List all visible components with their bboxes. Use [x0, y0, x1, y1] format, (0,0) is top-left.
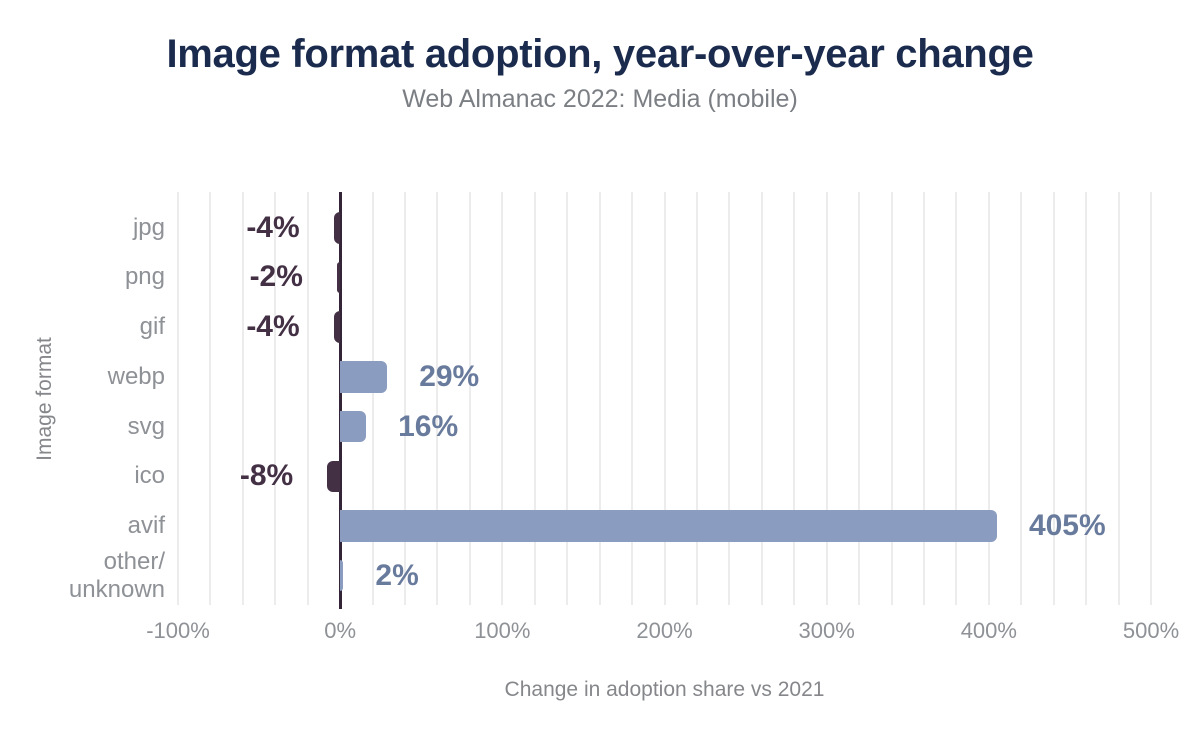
- gridline: [793, 192, 796, 605]
- gridline: [1052, 192, 1055, 605]
- bar-svg: [340, 410, 367, 443]
- gridline: [1150, 192, 1152, 605]
- gridline: [728, 192, 731, 605]
- zero-baseline: [338, 192, 342, 609]
- gridline: [987, 192, 990, 605]
- x-tick-label: 400%: [960, 618, 1017, 643]
- gridline: [241, 192, 244, 605]
- gridline: [177, 192, 179, 605]
- gridline: [436, 192, 439, 605]
- bar-avif: [340, 510, 997, 542]
- gridline: [306, 192, 309, 605]
- gridline: [274, 192, 277, 605]
- gridline: [1020, 192, 1023, 605]
- x-tick-label: -100%: [146, 618, 210, 643]
- chart-title: Image format adoption, year-over-year ch…: [166, 32, 1034, 76]
- gridline: [533, 192, 536, 605]
- gridline: [404, 192, 407, 605]
- plot-area: [177, 192, 1152, 609]
- gridline: [468, 192, 471, 605]
- category-label: other/ unknown: [68, 547, 165, 603]
- gridline: [760, 192, 763, 605]
- gridline: [1085, 192, 1088, 605]
- category-label: jpg: [132, 213, 165, 241]
- bar-other-unknown: [340, 559, 344, 592]
- x-tick-label: 0%: [324, 618, 357, 643]
- gridline: [890, 192, 893, 605]
- gridline: [695, 192, 698, 605]
- gridline: [1117, 192, 1120, 605]
- bar-webp: [340, 361, 388, 393]
- gridline: [825, 192, 828, 605]
- category-label: webp: [107, 362, 165, 390]
- bar-jpg: [333, 212, 341, 244]
- x-tick-label: 300%: [798, 618, 855, 643]
- gridline: [858, 192, 861, 605]
- x-axis-title: Change in adoption share vs 2021: [504, 678, 825, 701]
- bar-value-label: 29%: [419, 359, 480, 393]
- bar-value-label: -4%: [246, 310, 300, 344]
- category-label: avif: [127, 512, 165, 539]
- y-axis-title: Image format: [33, 336, 56, 461]
- gridline: [631, 192, 634, 605]
- bar-value-label: -8%: [239, 459, 294, 493]
- bar-value-label: -2%: [249, 260, 303, 294]
- category-label: ico: [134, 462, 165, 490]
- gridline: [501, 192, 504, 605]
- category-label: svg: [127, 412, 165, 440]
- gridline: [663, 192, 666, 605]
- category-label: png: [124, 263, 165, 291]
- x-tick-label: 100%: [474, 618, 531, 643]
- bar-value-label: 2%: [375, 558, 419, 592]
- gridline: [598, 192, 601, 605]
- bar-ico: [327, 460, 341, 493]
- gridline: [922, 192, 925, 605]
- gridline: [209, 192, 212, 605]
- bar-value-label: 405%: [1028, 509, 1106, 542]
- bar-png: [336, 261, 341, 294]
- bar-gif: [333, 311, 341, 343]
- gridline: [955, 192, 958, 605]
- gridline: [566, 192, 569, 605]
- x-tick-label: 500%: [1122, 618, 1180, 643]
- chart-subtitle: Web Almanac 2022: Media (mobile): [402, 85, 798, 113]
- category-label: gif: [139, 313, 165, 341]
- bar-value-label: 16%: [398, 409, 459, 443]
- gridline: [371, 192, 374, 605]
- x-tick-label: 200%: [636, 618, 693, 643]
- bar-value-label: -4%: [246, 210, 300, 244]
